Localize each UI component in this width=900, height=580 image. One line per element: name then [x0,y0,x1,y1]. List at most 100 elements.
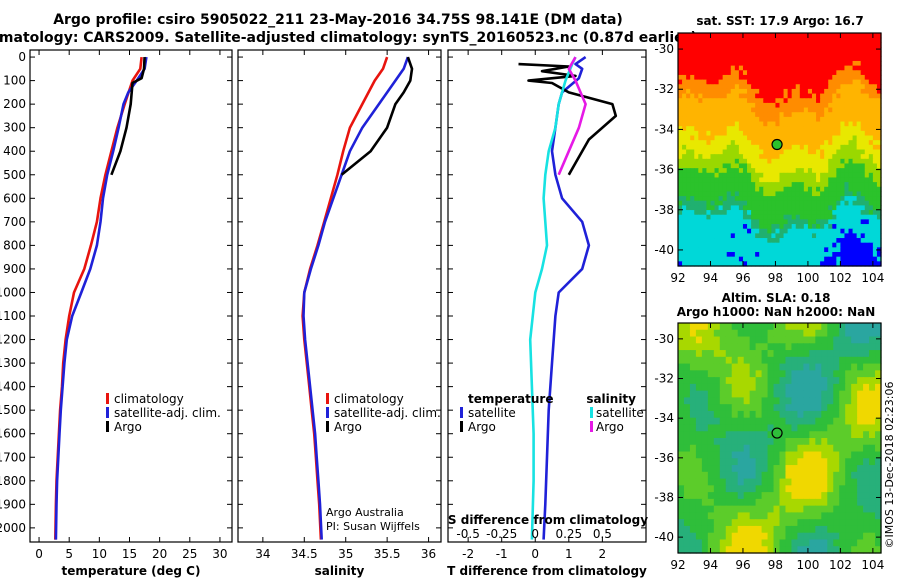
map-cell [779,116,785,123]
map-cell [742,46,748,53]
map-cell [864,214,870,220]
map-cell [767,130,772,137]
map-cell [799,112,805,118]
map-cell [875,438,882,446]
map-cell [706,70,712,76]
map-cell [779,126,785,132]
map-cell [775,219,781,225]
map-cell [844,238,850,244]
map-cell [803,74,809,81]
map-cell [690,238,695,244]
map-cell [718,158,724,165]
map-cell [714,107,720,113]
map-cell [876,74,882,81]
map-cell [828,112,833,118]
map-cell [779,438,787,446]
map-cell [755,363,763,371]
map-cell [689,350,697,358]
map-cell [820,74,825,81]
map-cell [683,343,691,351]
map-cell [726,60,732,67]
map-cell [845,458,852,466]
map-cell [803,323,810,331]
map-y-tick-label: -40 [654,243,674,257]
map-cell [852,186,858,193]
map-cell [820,79,825,85]
map-cell [828,177,833,183]
map-cell [816,140,821,146]
map-cell [791,458,799,466]
map-cell [755,186,760,193]
map-cell [839,363,846,371]
map-cell [714,191,720,197]
map-cell [771,70,777,76]
map-cell [811,51,817,57]
map-cell [771,60,777,67]
map-cell [734,214,740,220]
map-cell [779,219,785,225]
map-cell [734,107,740,113]
map-cell [869,370,876,378]
map-cell [791,247,797,253]
map-cell [787,214,793,220]
map-cell [722,46,728,53]
map-cell [797,519,804,527]
map-cell [807,163,813,169]
map-cell [795,135,801,141]
map-cell [695,525,703,534]
map-cell [682,191,687,197]
map-cell [747,186,752,193]
map-cell [755,214,760,220]
map-cell [869,492,876,500]
map-cell [803,37,809,43]
map-cell [737,451,745,459]
map-cell [876,233,882,239]
map-cell [694,261,699,267]
map-cell [779,205,785,211]
map-cell [872,46,878,53]
depth-tick-label: 0 [18,50,26,64]
map-cell [686,163,691,169]
map-cell [803,60,809,67]
map-cell [824,93,829,99]
map-cell [803,196,809,202]
map-cell [713,485,721,493]
map-cell [809,505,816,514]
map-cell [698,196,703,202]
map-cell [706,200,712,207]
map-cell [686,93,691,99]
difference-xlabel: T difference from climatology [447,564,647,578]
map-cell [737,438,745,446]
map-cell [683,525,691,534]
map-cell [743,505,751,514]
map-cell [824,121,829,127]
map-cell [799,182,805,188]
map-cell [863,350,870,358]
map-cell [845,444,852,453]
depth-tick-label: 300 [3,121,26,135]
map-cell [809,350,816,358]
map-cell [767,88,772,95]
map-cell [755,149,760,155]
map-cell [797,478,804,486]
map-cell [678,336,685,344]
map-cell [743,410,751,419]
map-cell [742,70,748,76]
map-cell [848,219,854,225]
map-cell [848,98,854,104]
map-cell [807,256,813,262]
map-cell [737,492,745,500]
map-cell [694,205,699,211]
map-cell [775,98,781,104]
map-cell [731,370,739,378]
map-cell [775,200,781,207]
map-cell [773,471,781,480]
map-cell [844,219,850,225]
map-cell [821,525,828,534]
map-cell [706,182,712,188]
map-cell [719,519,727,527]
map-cell [730,102,736,109]
map-cell [852,242,858,248]
map-cell [759,261,764,267]
map-cell [836,177,841,183]
